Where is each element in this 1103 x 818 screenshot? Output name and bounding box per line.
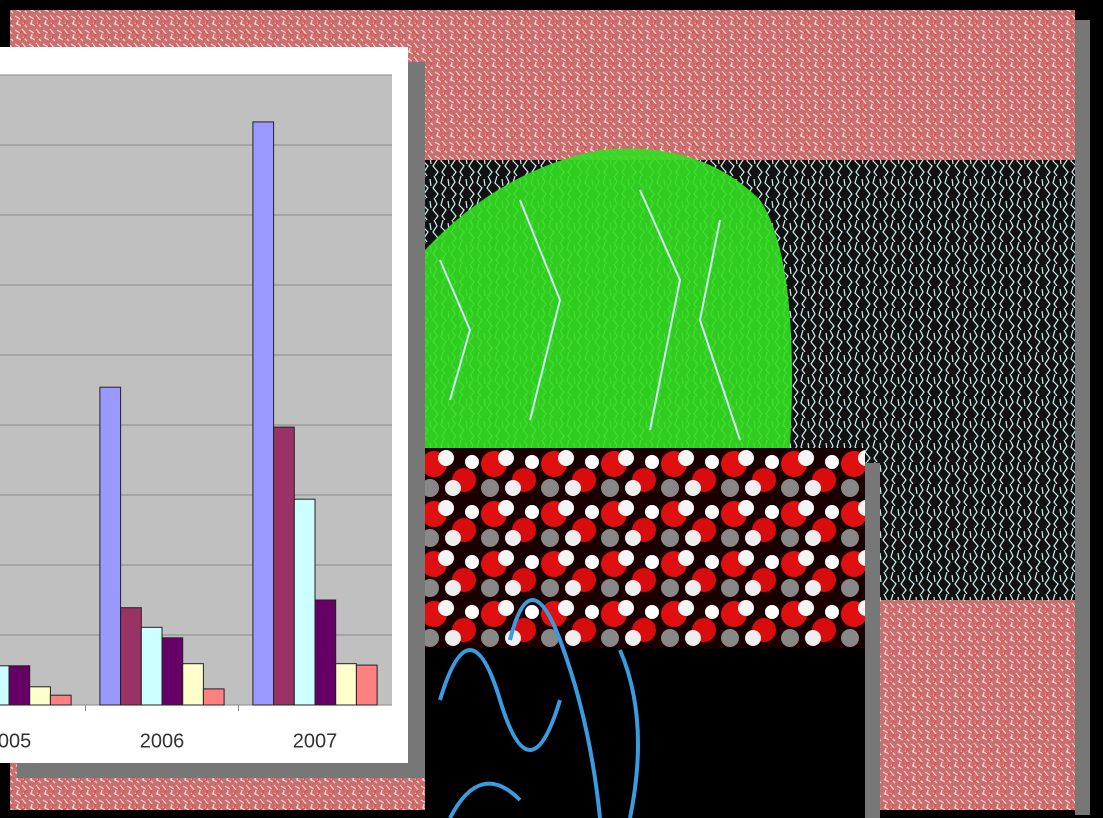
bar — [183, 664, 204, 705]
solvent-spheres — [425, 448, 865, 648]
bar — [30, 687, 51, 705]
bar — [203, 689, 224, 705]
x-tick-label: 2006 — [140, 730, 185, 752]
bar — [141, 627, 162, 705]
bar — [274, 427, 295, 705]
bar — [100, 387, 121, 705]
page: {"chart_data": {"type": "bar", "categori… — [0, 0, 1103, 818]
x-tick-label: 2005 — [0, 730, 31, 752]
panel-shadow — [1075, 20, 1090, 815]
x-tick-label: 2007 — [293, 730, 338, 752]
bar — [294, 499, 315, 705]
bar — [336, 664, 357, 705]
collage: 2005 2006 2007 — [0, 0, 1103, 818]
inset-shadow — [865, 463, 880, 818]
bar — [0, 666, 9, 705]
bar — [315, 600, 336, 705]
bar — [9, 666, 30, 705]
bar — [356, 665, 377, 705]
bar — [253, 122, 274, 705]
bar — [162, 638, 183, 705]
bar — [50, 695, 71, 705]
bar — [121, 608, 142, 705]
